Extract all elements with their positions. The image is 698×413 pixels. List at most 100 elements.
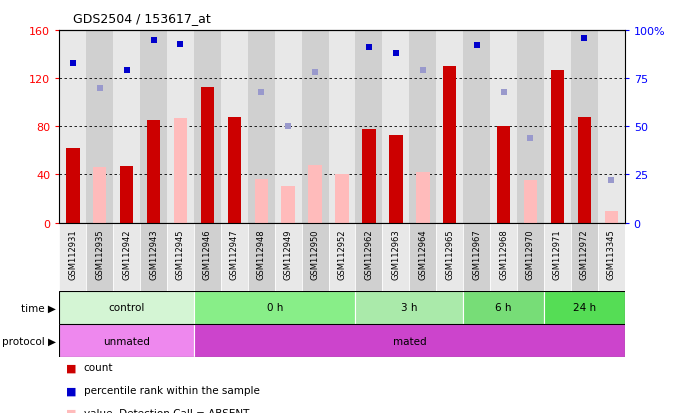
Text: ■: ■ [66,385,77,395]
Bar [524,181,537,223]
Bar [140,223,167,291]
Bar [329,31,355,223]
Bar [228,117,241,223]
Bar [167,31,194,223]
Bar [302,31,329,223]
Bar [309,165,322,223]
Bar [362,129,376,223]
Bar [255,180,268,223]
Bar [93,168,106,223]
Text: protocol ▶: protocol ▶ [2,336,56,346]
Bar [200,88,214,223]
Bar [248,223,275,291]
Bar [113,31,140,223]
Bar [604,211,618,223]
Bar [490,223,517,291]
Bar [275,31,302,223]
Bar [113,223,140,291]
Bar [66,149,80,223]
Text: percentile rank within the sample: percentile rank within the sample [84,385,260,395]
Text: GSM112964: GSM112964 [418,228,427,279]
Bar [174,119,187,223]
Bar [194,31,221,223]
Bar [302,223,329,291]
Bar [577,117,591,223]
Text: GSM112965: GSM112965 [445,228,454,279]
Bar [436,223,463,291]
Text: GSM112968: GSM112968 [499,228,508,279]
Bar [389,135,403,223]
Text: GSM113345: GSM113345 [607,228,616,279]
Bar [194,291,355,324]
Bar [59,223,87,291]
Bar [275,223,302,291]
Text: ■: ■ [66,408,77,413]
Bar [87,223,113,291]
Bar [436,31,463,223]
Text: 6 h: 6 h [496,303,512,313]
Bar [571,31,597,223]
Text: 24 h: 24 h [573,303,596,313]
Text: 3 h: 3 h [401,303,417,313]
Text: GSM112945: GSM112945 [176,228,185,279]
Bar [409,223,436,291]
Bar [517,223,544,291]
Bar [416,173,429,223]
Text: GSM112935: GSM112935 [95,228,104,279]
Bar [355,291,463,324]
Bar [335,175,349,223]
Text: GSM112942: GSM112942 [122,228,131,279]
Bar [490,31,517,223]
Bar [194,223,221,291]
Text: control: control [108,303,144,313]
Bar [517,31,544,223]
Text: GSM112950: GSM112950 [311,228,320,279]
Bar [59,324,194,357]
Bar [87,31,113,223]
Text: GSM112963: GSM112963 [392,228,401,279]
Text: GSM112943: GSM112943 [149,228,158,279]
Text: GSM112971: GSM112971 [553,228,562,279]
Bar [409,31,436,223]
Bar [248,31,275,223]
Bar [329,223,355,291]
Text: GSM112962: GSM112962 [364,228,373,279]
Bar [597,31,625,223]
Bar [355,223,383,291]
Text: unmated: unmated [103,336,150,346]
Bar [597,223,625,291]
Text: GSM112952: GSM112952 [338,228,346,279]
Bar [544,223,571,291]
Bar [194,324,625,357]
Text: count: count [84,363,113,373]
Text: mated: mated [392,336,426,346]
Text: GSM112972: GSM112972 [580,228,589,279]
Bar [221,223,248,291]
Bar [443,67,456,223]
Bar [544,31,571,223]
Text: 0 h: 0 h [267,303,283,313]
Bar [147,121,161,223]
Bar [383,223,409,291]
Bar [463,31,490,223]
Text: ■: ■ [66,363,77,373]
Bar [59,291,194,324]
Bar [571,223,597,291]
Text: value, Detection Call = ABSENT: value, Detection Call = ABSENT [84,408,249,413]
Text: GSM112946: GSM112946 [203,228,212,279]
Bar [551,71,564,223]
Text: GDS2504 / 153617_at: GDS2504 / 153617_at [73,12,211,25]
Text: time ▶: time ▶ [21,303,56,313]
Text: GSM112967: GSM112967 [472,228,481,279]
Bar [383,31,409,223]
Bar [59,31,87,223]
Bar [281,187,295,223]
Bar [221,31,248,223]
Text: GSM112947: GSM112947 [230,228,239,279]
Bar [167,223,194,291]
Bar [355,31,383,223]
Bar [140,31,167,223]
Text: GSM112931: GSM112931 [68,228,77,279]
Text: GSM112970: GSM112970 [526,228,535,279]
Bar [120,166,133,223]
